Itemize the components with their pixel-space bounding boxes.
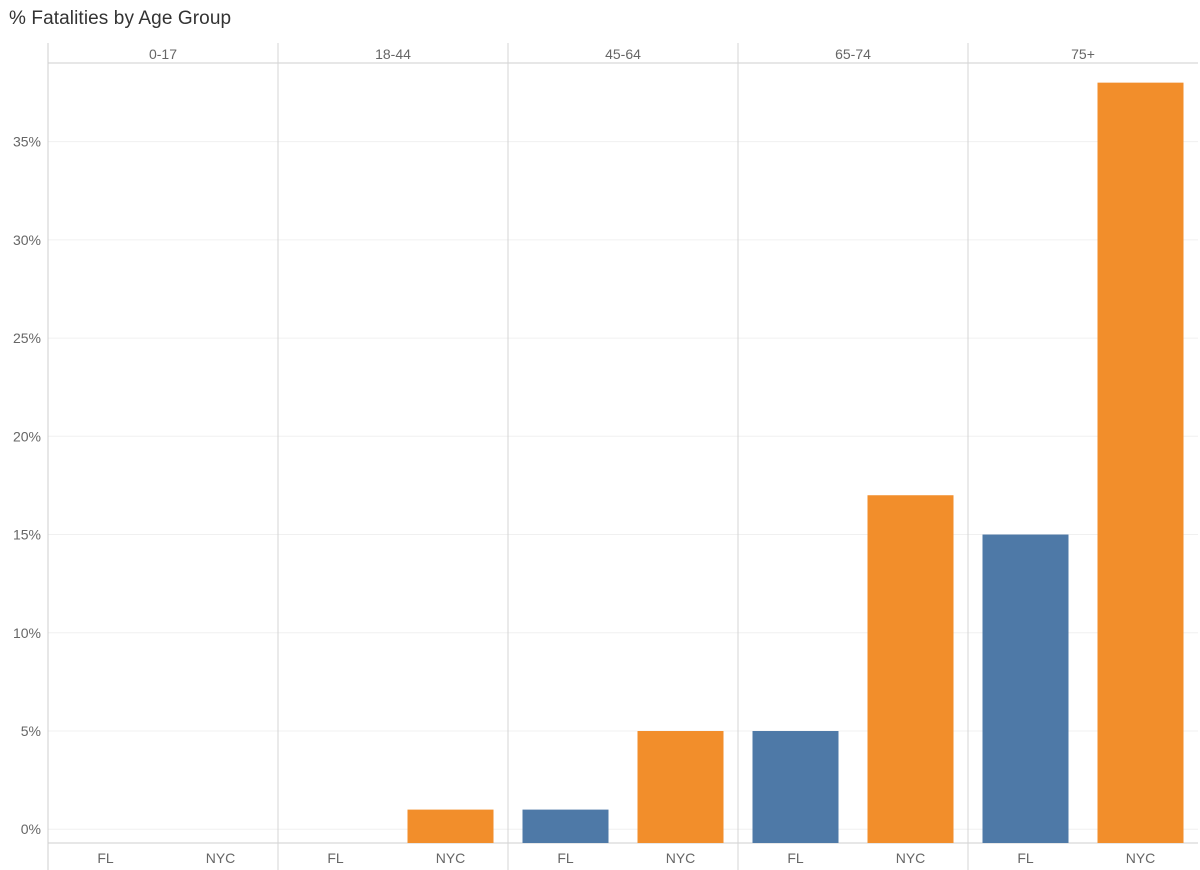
- x-tick-label-nyc: NYC: [666, 850, 696, 866]
- x-tick-label-nyc: NYC: [206, 850, 236, 866]
- panel-header-0-17: 0-17: [149, 46, 177, 62]
- x-tick-label-nyc: NYC: [1126, 850, 1156, 866]
- bar-fl-75+: [982, 534, 1069, 843]
- y-tick-label: 35%: [13, 134, 41, 150]
- x-tick-label-fl: FL: [97, 850, 114, 866]
- y-tick-label: 5%: [21, 723, 41, 739]
- panel-header-65-74: 65-74: [835, 46, 871, 62]
- bar-fl-45-64: [522, 809, 609, 843]
- y-tick-label: 10%: [13, 625, 41, 641]
- x-tick-label-nyc: NYC: [896, 850, 926, 866]
- panel-header-18-44: 18-44: [375, 46, 411, 62]
- y-tick-label: 30%: [13, 232, 41, 248]
- x-tick-label-fl: FL: [1017, 850, 1034, 866]
- y-tick-label: 25%: [13, 330, 41, 346]
- bar-fl-65-74: [752, 731, 839, 843]
- x-tick-label-nyc: NYC: [436, 850, 466, 866]
- chart-title: % Fatalities by Age Group: [9, 8, 232, 29]
- bar-nyc-45-64: [637, 731, 724, 843]
- x-tick-label-fl: FL: [787, 850, 804, 866]
- x-tick-label-fl: FL: [327, 850, 344, 866]
- x-tick-label-fl: FL: [557, 850, 574, 866]
- bar-nyc-65-74: [867, 495, 954, 843]
- panel-header-45-64: 45-64: [605, 46, 641, 62]
- y-tick-label: 20%: [13, 428, 41, 444]
- panel-header-75+: 75+: [1071, 46, 1095, 62]
- y-tick-label: 15%: [13, 527, 41, 543]
- bar-nyc-18-44: [407, 809, 494, 843]
- bar-nyc-75+: [1097, 82, 1184, 844]
- y-tick-label: 0%: [21, 821, 41, 837]
